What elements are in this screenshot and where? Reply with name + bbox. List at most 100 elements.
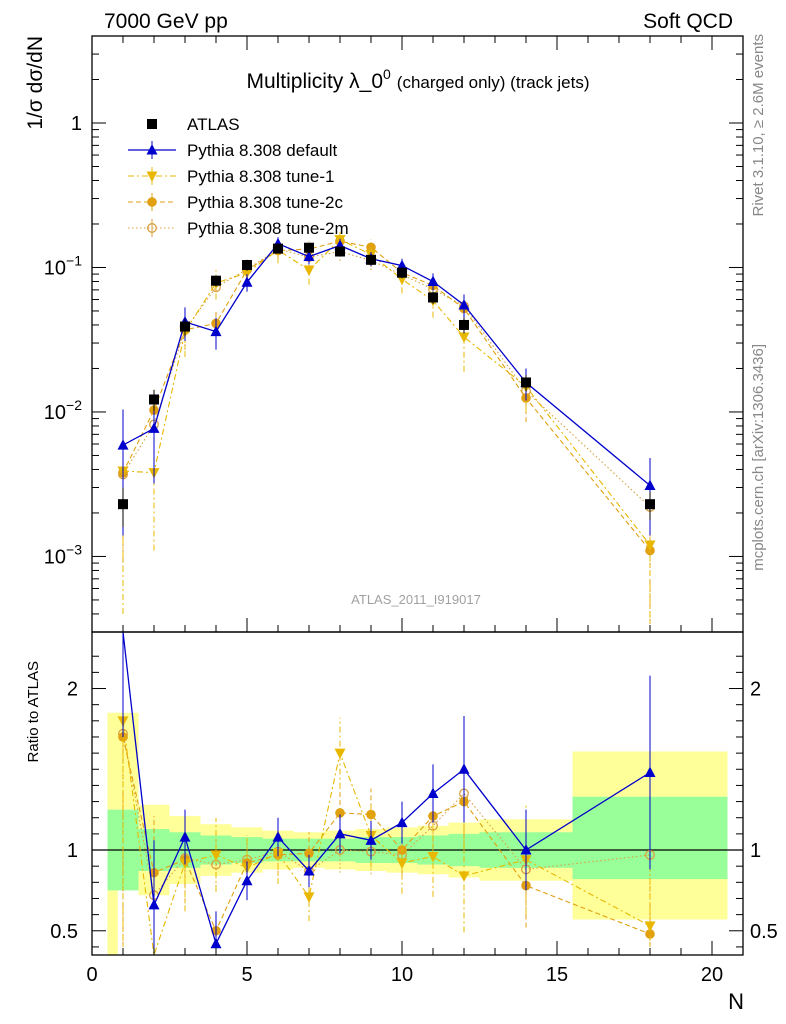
ratio-uncertainty-bands — [107, 712, 728, 955]
legend-label: ATLAS — [187, 115, 240, 134]
main-point-atlas — [118, 499, 128, 510]
ratio-point-tune2c — [304, 848, 314, 859]
ratio-y-tick-label-right: 1 — [750, 840, 761, 862]
ratio-point-default — [396, 816, 408, 828]
main-point-default — [427, 275, 439, 286]
y-tick-label-exp: −1 — [66, 252, 82, 268]
ratio-ylabel: Ratio to ATLAS — [25, 661, 42, 762]
main-point-default — [241, 276, 253, 287]
ratio-series-group — [117, 631, 656, 956]
main-point-tune1 — [458, 332, 470, 344]
main-point-atlas — [397, 267, 407, 278]
ratio-point-tune1 — [427, 851, 439, 863]
ratio-point-default — [365, 834, 377, 845]
x-tick-label: 5 — [241, 964, 252, 986]
legend-marker — [147, 119, 157, 129]
ratio-series-default — [122, 631, 656, 955]
ratio-y-tick-label: 1 — [67, 840, 78, 862]
ratio-y-tick-label: 2 — [67, 679, 78, 701]
ratio-point-default — [303, 865, 315, 876]
main-point-tune1 — [303, 265, 315, 277]
ratio-point-tune1 — [210, 850, 222, 861]
ratio-point-tune2c — [645, 929, 655, 939]
main-series-tune2c — [118, 233, 655, 632]
x-tick-label: 15 — [546, 964, 568, 986]
ratio-y-tick-label: 0.5 — [50, 921, 78, 943]
main-point-default — [396, 259, 408, 271]
main-series-tune2m — [118, 241, 655, 557]
ratio-y-tick-label-right: 0.5 — [750, 921, 778, 943]
ratio-point-default — [179, 831, 191, 842]
y-tick-label-base: 10 — [44, 546, 66, 568]
main-line-default — [122, 242, 651, 487]
legend: ATLAS Pythia 8.308 default Pythia 8.308 tu… — [128, 115, 349, 238]
ratio-frame — [91, 631, 744, 956]
main-series-group — [117, 229, 656, 632]
ratio-point-tune1 — [644, 921, 656, 932]
ratio-y-tick-label-right: 2 — [750, 679, 761, 701]
ratio-point-default — [520, 844, 532, 855]
main-series-default — [117, 237, 656, 536]
main-point-tune1 — [644, 540, 656, 552]
legend-label: Pythia 8.308 tune-2m — [187, 219, 349, 238]
ratio-point-tune2c — [366, 809, 376, 820]
y-tick-label: 10−2 — [44, 397, 82, 424]
main-point-atlas — [211, 275, 221, 286]
rivet-label: Rivet 3.1.10, ≥ 2.6M events — [750, 34, 767, 217]
ratio-band-outer — [107, 890, 118, 955]
ratio-point-default — [644, 766, 656, 778]
legend-marker — [146, 144, 158, 155]
main-ylabel: 1/σ dσ/dN — [24, 36, 47, 130]
ratio-point-default — [210, 937, 222, 949]
ratio-point-default — [272, 831, 284, 842]
main-point-atlas — [428, 292, 438, 303]
legend-item-default: Pythia 8.308 default — [128, 141, 338, 160]
ratio-point-default — [334, 827, 346, 839]
legend-item-tune2m: Pythia 8.308 tune-2m — [128, 219, 349, 238]
legend-label: Pythia 8.308 default — [187, 141, 338, 160]
main-point-atlas — [366, 254, 376, 265]
main-point-default — [210, 325, 222, 337]
legend-label: Pythia 8.308 tune-2c — [187, 193, 343, 212]
x-axis-label: N — [728, 989, 744, 1014]
ratio-line-tune2c — [122, 736, 651, 935]
ratio-line-default — [122, 631, 651, 946]
main-point-atlas — [180, 321, 190, 332]
main-point-default — [458, 298, 470, 310]
main-series-atlas — [118, 242, 655, 527]
legend-label: Pythia 8.308 tune-1 — [187, 167, 334, 186]
ratio-point-tune1 — [303, 892, 315, 903]
legend-item-tune1: Pythia 8.308 tune-1 — [128, 167, 334, 186]
main-title-suffix: (charged only) (track jets) — [397, 73, 590, 92]
y-tick-label: 10−1 — [44, 252, 82, 279]
ratio-point-default — [241, 874, 253, 886]
main-point-atlas — [242, 260, 252, 271]
y-tick-label: 1 — [71, 113, 82, 135]
main-series-tune1 — [117, 229, 656, 632]
main-point-default — [148, 422, 160, 433]
main-point-tune1 — [241, 268, 253, 279]
ratio-point-tune1 — [458, 871, 470, 882]
main-point-atlas — [335, 246, 345, 257]
main-point-atlas — [645, 499, 655, 510]
main-point-atlas — [521, 377, 531, 388]
y-tick-label-base: 10 — [44, 257, 66, 279]
header-left: 7000 GeV pp — [104, 10, 228, 33]
main-line-tune2m — [122, 248, 651, 508]
ratio-point-default — [427, 787, 439, 798]
y-tick-label-exp: −2 — [66, 397, 82, 413]
legend-marker — [147, 223, 157, 233]
legend-marker — [147, 197, 157, 207]
main-point-default — [644, 479, 656, 490]
axes-frames — [91, 35, 744, 956]
main-title-text: Multiplicity λ_0 — [246, 70, 383, 93]
y-tick-label: 10−3 — [44, 541, 82, 568]
main-title-sup: 0 — [383, 66, 391, 82]
x-tick-label: 10 — [391, 964, 413, 986]
x-tick-label: 0 — [86, 964, 97, 986]
header-right: Soft QCD — [643, 10, 733, 33]
main-point-atlas — [149, 394, 159, 405]
main-line-tune1 — [122, 238, 651, 546]
